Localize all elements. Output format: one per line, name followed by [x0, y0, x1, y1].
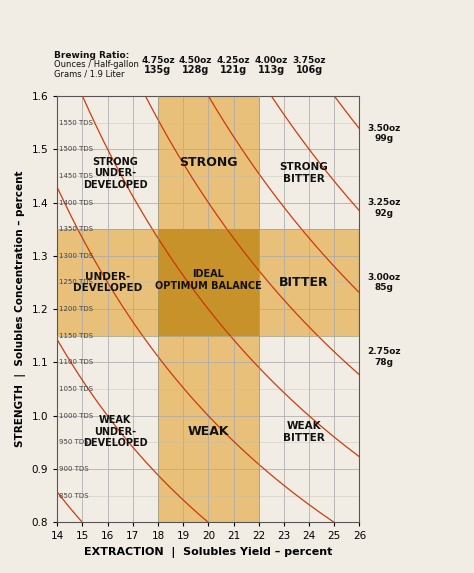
Text: 3.50oz
99g: 3.50oz 99g [367, 124, 400, 143]
Text: 3.00oz
85g: 3.00oz 85g [367, 273, 400, 292]
Text: WEAK: WEAK [188, 425, 229, 438]
Text: 113g: 113g [258, 65, 285, 76]
Text: 1350 TDS: 1350 TDS [59, 226, 93, 232]
Y-axis label: STRENGTH  |  Solubles Concentration – percent: STRENGTH | Solubles Concentration – perc… [15, 171, 26, 448]
Text: STRONG
UNDER-
DEVELOPED: STRONG UNDER- DEVELOPED [83, 156, 147, 190]
Bar [158, 229, 259, 336]
Text: 106g: 106g [295, 65, 323, 76]
Text: 1050 TDS: 1050 TDS [59, 386, 93, 392]
Text: Brewing Ratio:: Brewing Ratio: [54, 50, 129, 60]
Bar [57, 229, 359, 336]
Text: WEAK
BITTER: WEAK BITTER [283, 421, 325, 442]
Text: STRONG: STRONG [179, 156, 237, 169]
Text: IDEAL
OPTIMUM BALANCE: IDEAL OPTIMUM BALANCE [155, 269, 262, 291]
Text: 3.75oz: 3.75oz [292, 56, 326, 65]
Text: Ounces / Half-gallon: Ounces / Half-gallon [54, 60, 139, 69]
Text: 128g: 128g [182, 65, 210, 76]
Text: 4.00oz: 4.00oz [255, 56, 288, 65]
Text: 2.75oz
78g: 2.75oz 78g [367, 347, 401, 367]
Text: 1000 TDS: 1000 TDS [59, 413, 93, 419]
Text: 1500 TDS: 1500 TDS [59, 146, 93, 152]
Text: 4.50oz: 4.50oz [179, 56, 212, 65]
Text: 1250 TDS: 1250 TDS [59, 280, 93, 285]
Text: 121g: 121g [220, 65, 247, 76]
Text: BITTER: BITTER [279, 276, 329, 289]
Text: 1200 TDS: 1200 TDS [59, 306, 93, 312]
Text: 850 TDS: 850 TDS [59, 493, 89, 499]
Bar [158, 96, 259, 523]
Text: STRONG
BITTER: STRONG BITTER [280, 162, 328, 184]
Text: 900 TDS: 900 TDS [59, 466, 89, 472]
Text: 950 TDS: 950 TDS [59, 439, 89, 445]
Text: 1550 TDS: 1550 TDS [59, 120, 93, 125]
X-axis label: EXTRACTION  |  Solubles Yield – percent: EXTRACTION | Solubles Yield – percent [84, 547, 332, 558]
Text: UNDER-
DEVELOPED: UNDER- DEVELOPED [73, 272, 142, 293]
Text: 3.25oz
92g: 3.25oz 92g [367, 198, 401, 218]
Text: 1300 TDS: 1300 TDS [59, 253, 93, 259]
Text: Grams / 1.9 Liter: Grams / 1.9 Liter [54, 70, 125, 79]
Text: 1100 TDS: 1100 TDS [59, 359, 93, 366]
Text: WEAK
UNDER-
DEVELOPED: WEAK UNDER- DEVELOPED [83, 415, 147, 449]
Text: 1150 TDS: 1150 TDS [59, 333, 93, 339]
Text: 1400 TDS: 1400 TDS [59, 199, 93, 206]
Text: 4.75oz: 4.75oz [141, 56, 175, 65]
Text: 1450 TDS: 1450 TDS [59, 173, 93, 179]
Text: 135g: 135g [144, 65, 172, 76]
Text: 4.25oz: 4.25oz [217, 56, 250, 65]
